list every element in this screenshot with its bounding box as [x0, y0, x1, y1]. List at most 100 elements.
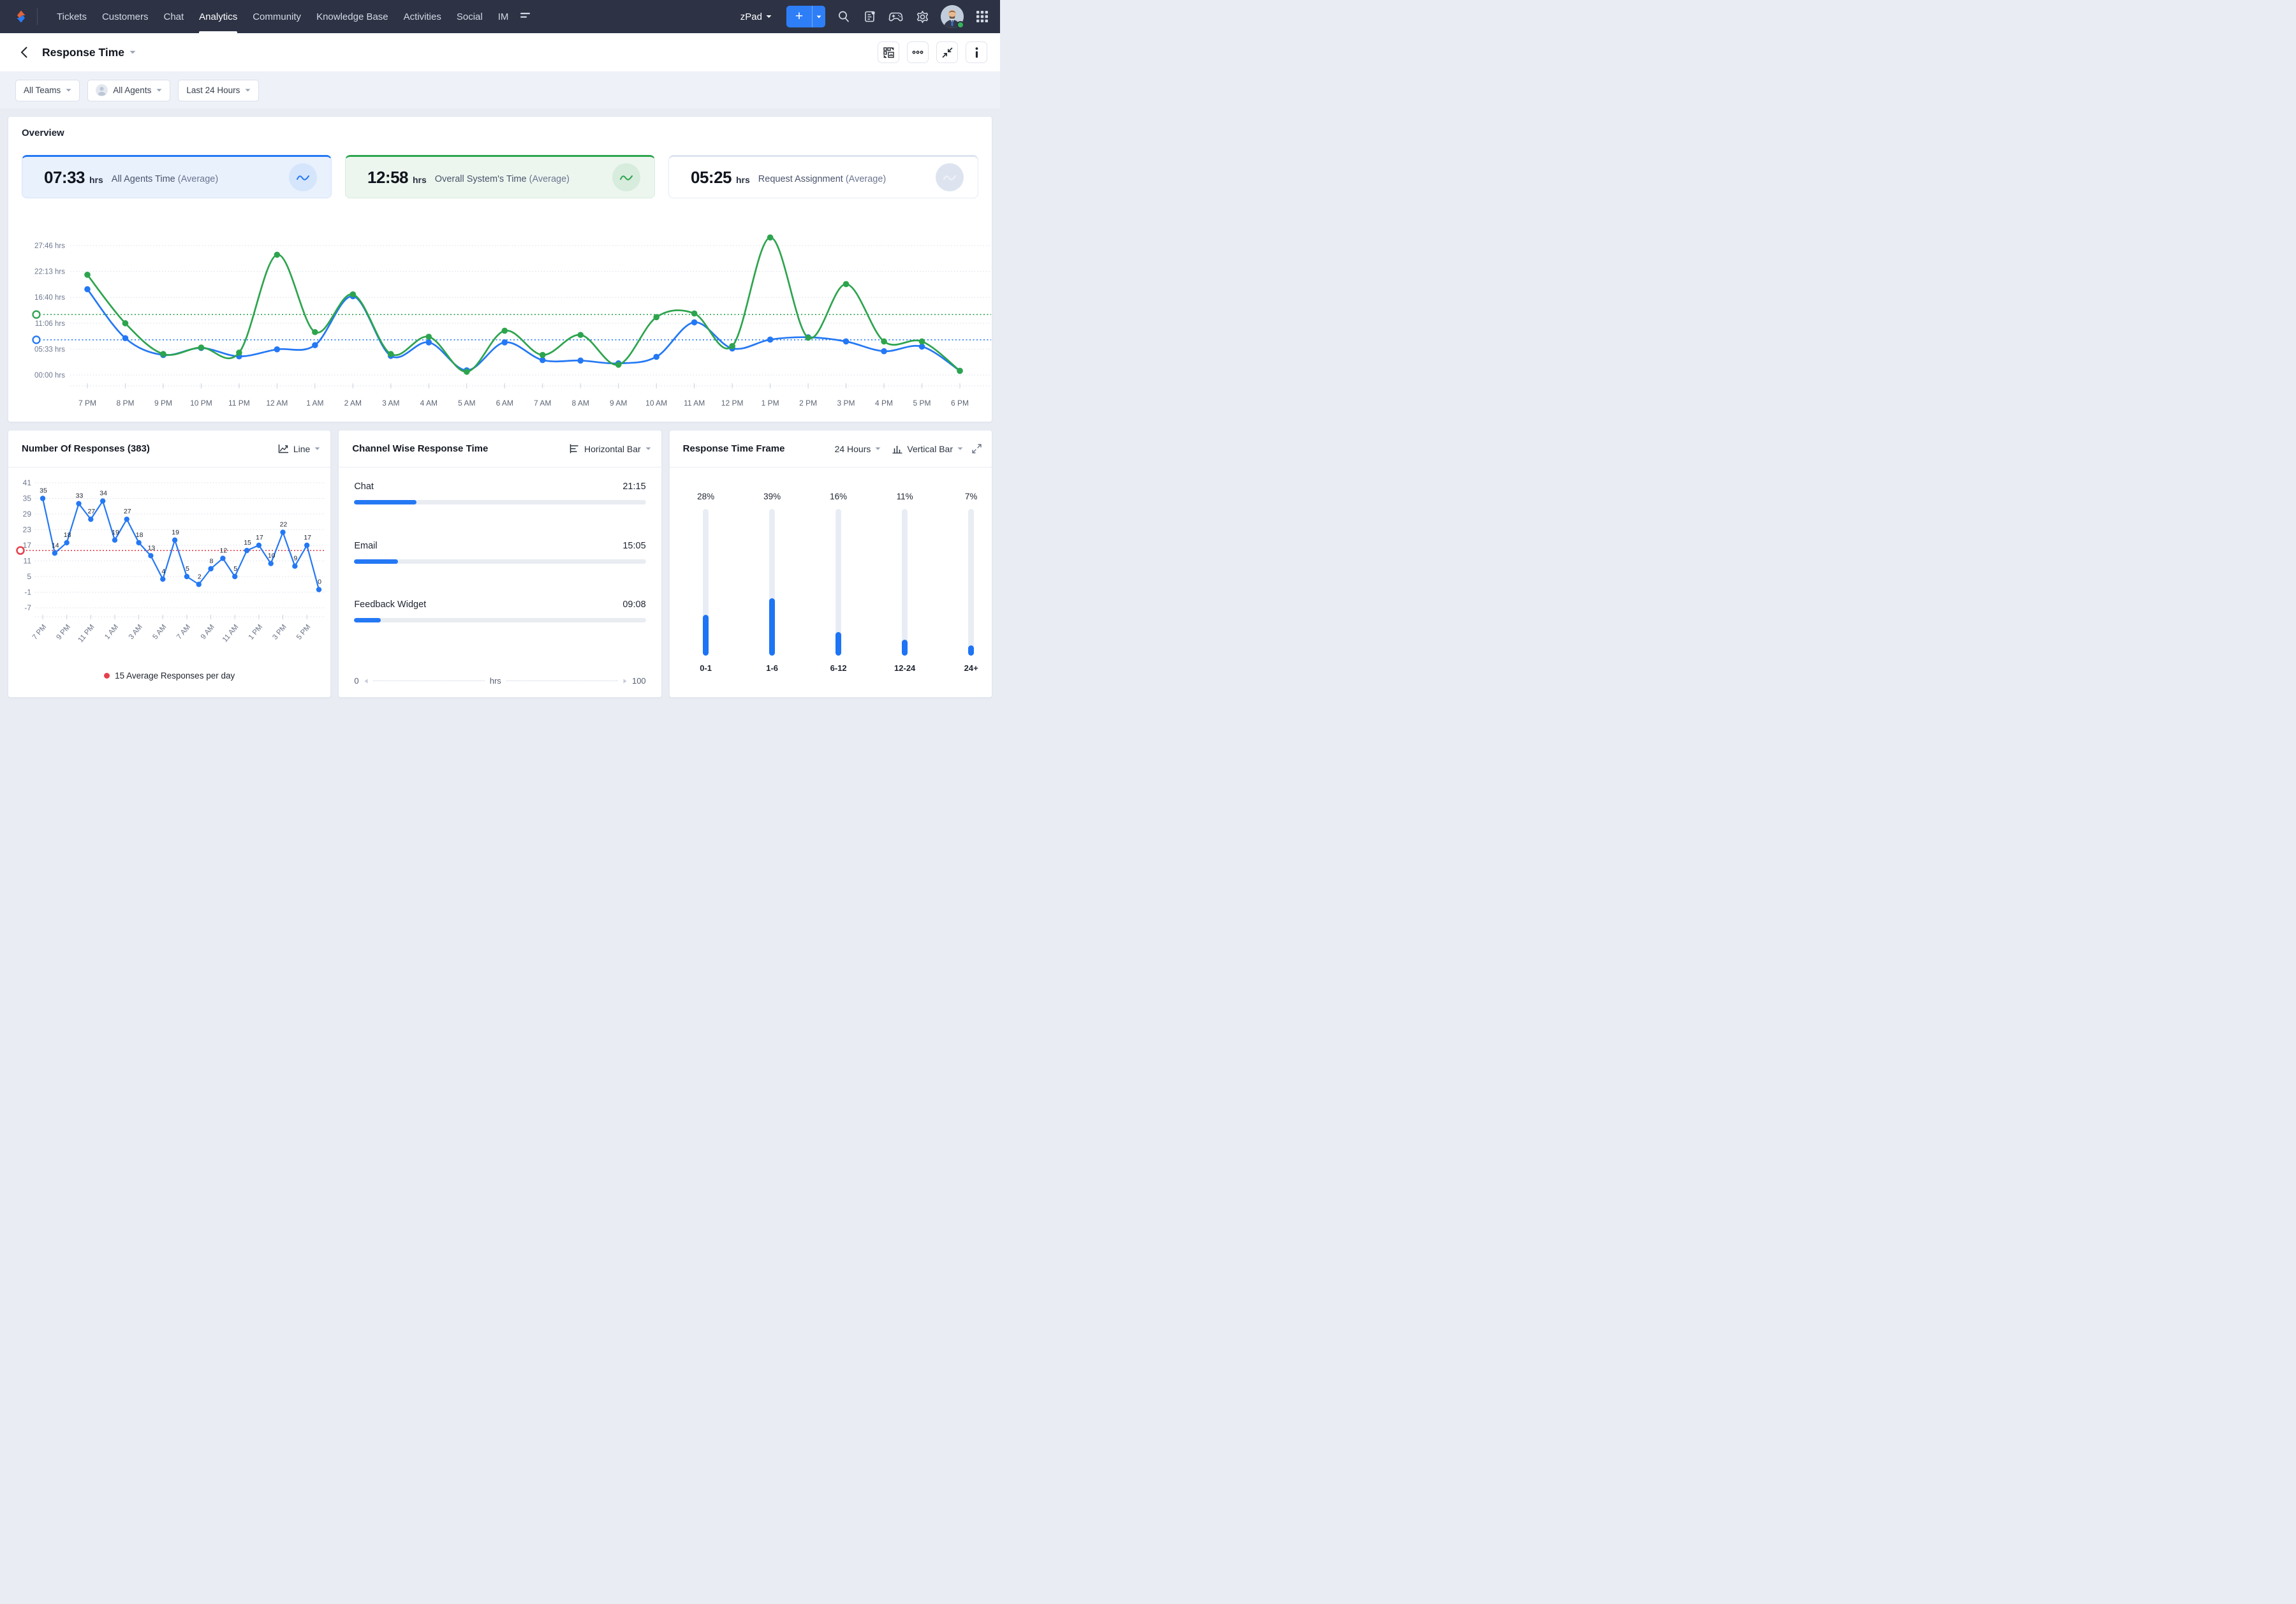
svg-text:5: 5	[233, 565, 237, 573]
product-selector[interactable]: zPad	[740, 11, 772, 22]
stat-value: 12:58	[367, 168, 408, 188]
time-frame-panel-header: Response Time Frame 24 Hours Vertical Ba…	[670, 430, 992, 467]
bar-track	[968, 509, 974, 656]
svg-text:11: 11	[24, 557, 32, 566]
time-frame-panel: Response Time Frame 24 Hours Vertical Ba…	[669, 430, 992, 698]
svg-text:18: 18	[136, 531, 144, 539]
stat-card-all-agents[interactable]: 07:33 hrs All Agents Time (Average)	[22, 155, 332, 198]
time-range-filter[interactable]: Last 24 Hours	[178, 80, 259, 101]
svg-text:23: 23	[23, 526, 32, 534]
time-frame-range-selector[interactable]: 24 Hours	[835, 444, 881, 454]
more-options-button[interactable]	[907, 41, 929, 63]
zoho-desk-logo-icon[interactable]	[13, 8, 29, 25]
bar-track	[703, 509, 709, 656]
nav-more-icon[interactable]	[520, 11, 531, 23]
bar-fill	[835, 632, 841, 656]
settings-gear-icon[interactable]	[915, 9, 930, 24]
svg-text:8 AM: 8 AM	[572, 399, 589, 408]
switch-dashboard-button[interactable]	[878, 41, 899, 63]
channel-bar-fill	[354, 618, 381, 622]
channel-chart-type-selector[interactable]: Horizontal Bar	[570, 444, 651, 454]
svg-text:29: 29	[23, 510, 32, 519]
collapse-button[interactable]	[936, 41, 958, 63]
nav-item-analytics[interactable]: Analytics	[191, 0, 245, 33]
app-grid-icon[interactable]	[975, 9, 990, 24]
svg-text:3 AM: 3 AM	[128, 623, 144, 641]
channel-bar-track	[354, 500, 645, 504]
stat-card-overall-system[interactable]: 12:58 hrs Overall System's Time (Average…	[345, 155, 655, 198]
responses-chart-type-selector[interactable]: Line	[278, 444, 320, 454]
channel-label: Feedback Widget	[354, 600, 426, 610]
nav-item-social[interactable]: Social	[449, 0, 490, 33]
bar-fill	[902, 640, 908, 656]
stat-card-request-assignment[interactable]: 05:25 hrs Request Assignment (Average)	[668, 155, 978, 198]
time-frame-title: Response Time Frame	[683, 443, 785, 454]
agents-filter[interactable]: All Agents	[87, 80, 170, 101]
stat-cards: 07:33 hrs All Agents Time (Average) 12:5…	[8, 138, 992, 198]
svg-text:1 PM: 1 PM	[762, 399, 779, 408]
svg-text:5 PM: 5 PM	[913, 399, 931, 408]
channel-row-feedback-widget: Feedback Widget09:08	[354, 600, 645, 622]
svg-text:27:46 hrs: 27:46 hrs	[34, 242, 65, 250]
svg-text:05:33 hrs: 05:33 hrs	[34, 346, 65, 353]
percent-label: 16%	[830, 492, 847, 503]
channel-value: 21:15	[622, 482, 645, 492]
page-header: Response Time	[0, 33, 1000, 72]
time-frame-column: 16% 6-12	[806, 467, 872, 673]
expand-panel-button[interactable]	[972, 444, 982, 453]
nav-item-tickets[interactable]: Tickets	[49, 0, 94, 33]
chevron-down-icon	[957, 447, 963, 450]
nav-item-chat[interactable]: Chat	[156, 0, 191, 33]
online-status-dot	[957, 21, 964, 29]
back-button[interactable]	[15, 44, 32, 61]
nav-item-customers[interactable]: Customers	[94, 0, 156, 33]
user-avatar[interactable]	[941, 5, 964, 28]
axis-min: 0	[354, 676, 358, 686]
bar-track	[769, 509, 775, 656]
info-button[interactable]	[966, 41, 987, 63]
chevron-down-icon	[645, 447, 651, 450]
stat-value: 07:33	[44, 168, 85, 188]
nav-item-community[interactable]: Community	[245, 0, 309, 33]
svg-text:27: 27	[124, 508, 131, 515]
svg-text:5 AM: 5 AM	[458, 399, 475, 408]
category-label: 12-24	[894, 663, 915, 673]
category-label: 24+	[964, 663, 978, 673]
channel-row-chat: Chat21:15	[354, 482, 645, 504]
arrow-right-icon	[623, 679, 627, 684]
nav-menu: Tickets Customers Chat Analytics Communi…	[49, 0, 531, 33]
time-frame-chart-type-selector[interactable]: Vertical Bar	[892, 444, 963, 454]
page-title-dropdown[interactable]: Response Time	[42, 46, 136, 59]
nav-divider	[37, 8, 38, 25]
nav-item-im[interactable]: IM	[490, 0, 517, 33]
svg-text:17: 17	[256, 534, 263, 541]
stat-unit: hrs	[413, 175, 427, 185]
overview-line-chart: 27:46 hrs22:13 hrs16:40 hrs11:06 hrs05:3…	[17, 219, 1000, 423]
overview-panel: Overview 07:33 hrs All Agents Time (Aver…	[8, 116, 992, 422]
svg-text:4 PM: 4 PM	[875, 399, 893, 408]
chevron-down-icon	[129, 50, 136, 54]
chevron-down-icon	[66, 89, 71, 92]
channel-row-email: Email15:05	[354, 541, 645, 564]
svg-text:35: 35	[23, 494, 32, 503]
feeds-icon[interactable]	[862, 9, 878, 24]
svg-text:12 PM: 12 PM	[721, 399, 744, 408]
legend-text: 15 Average Responses per day	[115, 671, 235, 681]
svg-text:7 PM: 7 PM	[31, 623, 48, 641]
svg-text:12 AM: 12 AM	[266, 399, 288, 408]
expand-arrows-icon	[972, 444, 982, 453]
svg-text:10 PM: 10 PM	[190, 399, 212, 408]
time-frame-columns: 28% 0-1 39% 1-6 16% 6-12	[673, 467, 1004, 673]
nav-item-knowledge-base[interactable]: Knowledge Base	[309, 0, 396, 33]
svg-text:-1: -1	[24, 588, 31, 597]
wave-icon	[612, 163, 640, 191]
add-dropdown-toggle[interactable]	[812, 6, 825, 27]
teams-filter[interactable]: All Teams	[15, 80, 80, 101]
percent-label: 7%	[965, 492, 978, 503]
add-button[interactable]: +	[786, 6, 825, 27]
games-icon[interactable]	[888, 9, 904, 24]
responses-title: Number Of Responses (383)	[22, 443, 150, 454]
search-icon[interactable]	[836, 9, 851, 24]
nav-item-activities[interactable]: Activities	[396, 0, 449, 33]
svg-text:33: 33	[76, 492, 84, 500]
